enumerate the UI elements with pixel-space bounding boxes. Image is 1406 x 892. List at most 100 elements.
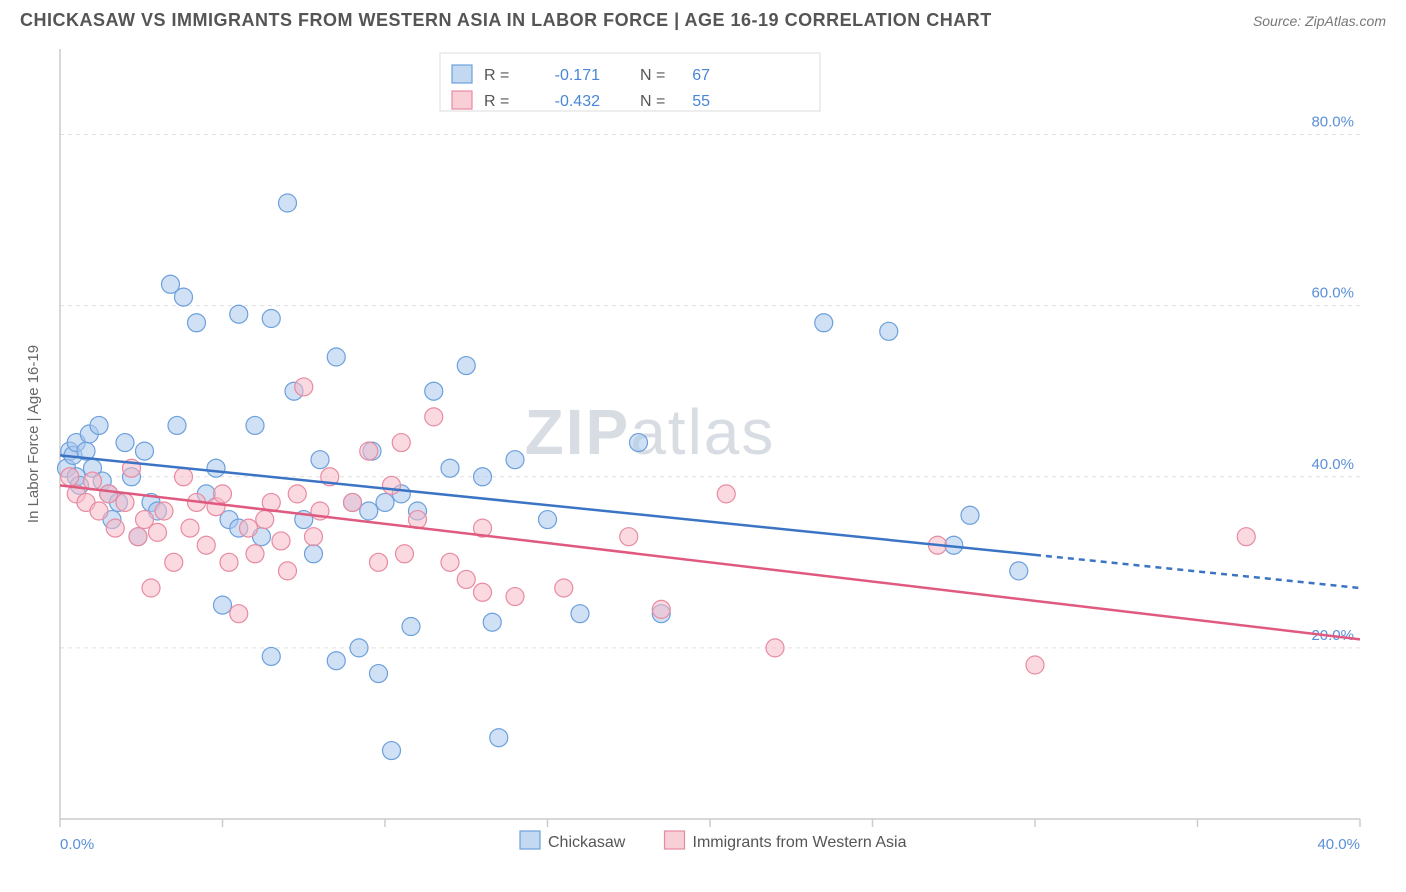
data-point-immigrants: [396, 545, 414, 563]
data-point-chickasaw: [350, 639, 368, 657]
data-point-immigrants: [61, 468, 79, 486]
data-point-immigrants: [441, 553, 459, 571]
data-point-chickasaw: [383, 742, 401, 760]
data-point-immigrants: [425, 408, 443, 426]
data-point-chickasaw: [327, 652, 345, 670]
data-point-chickasaw: [262, 647, 280, 665]
data-point-chickasaw: [376, 493, 394, 511]
data-point-chickasaw: [425, 382, 443, 400]
bottom-legend-swatch-immigrants: [665, 831, 685, 849]
data-point-immigrants: [305, 528, 323, 546]
data-point-immigrants: [1237, 528, 1255, 546]
watermark: ZIPatlas: [525, 396, 776, 468]
legend-r-value-chickasaw: -0.171: [555, 67, 600, 84]
chart-header: CHICKASAW VS IMMIGRANTS FROM WESTERN ASI…: [0, 0, 1406, 39]
data-point-immigrants: [392, 434, 410, 452]
legend-n-label: N =: [640, 93, 665, 110]
data-point-chickasaw: [168, 416, 186, 434]
data-point-chickasaw: [506, 451, 524, 469]
data-point-chickasaw: [311, 451, 329, 469]
data-point-immigrants: [457, 570, 475, 588]
data-point-immigrants: [129, 528, 147, 546]
x-tick-label: 0.0%: [60, 836, 94, 853]
data-point-immigrants: [370, 553, 388, 571]
data-point-chickasaw: [327, 348, 345, 366]
data-point-immigrants: [766, 639, 784, 657]
data-point-immigrants: [652, 600, 670, 618]
data-point-immigrants: [181, 519, 199, 537]
data-point-immigrants: [288, 485, 306, 503]
bottom-legend-label-chickasaw: Chickasaw: [548, 834, 626, 851]
data-point-chickasaw: [262, 310, 280, 328]
data-point-chickasaw: [539, 511, 557, 529]
data-point-chickasaw: [188, 314, 206, 332]
legend-swatch-chickasaw: [452, 65, 472, 83]
data-point-chickasaw: [441, 459, 459, 477]
data-point-chickasaw: [214, 596, 232, 614]
data-point-chickasaw: [116, 434, 134, 452]
data-point-chickasaw: [630, 434, 648, 452]
data-point-chickasaw: [483, 613, 501, 631]
chart-svg: 0.0%40.0%20.0%40.0%60.0%80.0%In Labor Fo…: [20, 39, 1386, 879]
chart-title: CHICKASAW VS IMMIGRANTS FROM WESTERN ASI…: [20, 10, 992, 31]
data-point-immigrants: [360, 442, 378, 460]
data-point-chickasaw: [1010, 562, 1028, 580]
y-tick-label: 80.0%: [1311, 114, 1354, 131]
bottom-legend-label-immigrants: Immigrants from Western Asia: [693, 834, 907, 851]
legend-n-value-chickasaw: 67: [692, 67, 710, 84]
data-point-immigrants: [717, 485, 735, 503]
trendline-chickasaw-dash: [1035, 555, 1360, 588]
y-tick-label: 40.0%: [1311, 456, 1354, 473]
data-point-chickasaw: [961, 506, 979, 524]
data-point-immigrants: [279, 562, 297, 580]
data-point-immigrants: [256, 511, 274, 529]
data-point-chickasaw: [815, 314, 833, 332]
data-point-immigrants: [383, 476, 401, 494]
data-point-immigrants: [197, 536, 215, 554]
data-point-chickasaw: [360, 502, 378, 520]
data-point-immigrants: [220, 553, 238, 571]
correlation-chart: 0.0%40.0%20.0%40.0%60.0%80.0%In Labor Fo…: [20, 39, 1386, 879]
data-point-immigrants: [175, 468, 193, 486]
data-point-immigrants: [295, 378, 313, 396]
data-point-chickasaw: [474, 468, 492, 486]
data-point-immigrants: [506, 588, 524, 606]
data-point-immigrants: [165, 553, 183, 571]
source-attribution: Source: ZipAtlas.com: [1253, 13, 1386, 29]
data-point-chickasaw: [246, 416, 264, 434]
y-axis-label: In Labor Force | Age 16-19: [25, 345, 42, 523]
data-point-immigrants: [116, 493, 134, 511]
data-point-immigrants: [246, 545, 264, 563]
bottom-legend-swatch-chickasaw: [520, 831, 540, 849]
data-point-chickasaw: [402, 618, 420, 636]
legend-n-label: N =: [640, 67, 665, 84]
legend-r-label: R =: [484, 67, 509, 84]
data-point-chickasaw: [490, 729, 508, 747]
data-point-immigrants: [90, 502, 108, 520]
data-point-chickasaw: [175, 288, 193, 306]
data-point-immigrants: [155, 502, 173, 520]
legend-swatch-immigrants: [452, 91, 472, 109]
data-point-immigrants: [240, 519, 258, 537]
data-point-immigrants: [620, 528, 638, 546]
data-point-chickasaw: [370, 665, 388, 683]
data-point-immigrants: [474, 583, 492, 601]
data-point-immigrants: [344, 493, 362, 511]
data-point-immigrants: [149, 523, 167, 541]
data-point-chickasaw: [207, 459, 225, 477]
data-point-chickasaw: [279, 194, 297, 212]
legend-n-value-immigrants: 55: [692, 93, 710, 110]
data-point-immigrants: [1026, 656, 1044, 674]
data-point-immigrants: [555, 579, 573, 597]
y-tick-label: 60.0%: [1311, 285, 1354, 302]
data-point-chickasaw: [90, 416, 108, 434]
data-point-chickasaw: [880, 322, 898, 340]
data-point-chickasaw: [305, 545, 323, 563]
data-point-immigrants: [142, 579, 160, 597]
data-point-chickasaw: [457, 357, 475, 375]
data-point-chickasaw: [136, 442, 154, 460]
data-point-immigrants: [106, 519, 124, 537]
data-point-immigrants: [230, 605, 248, 623]
data-point-immigrants: [100, 485, 118, 503]
legend-r-label: R =: [484, 93, 509, 110]
